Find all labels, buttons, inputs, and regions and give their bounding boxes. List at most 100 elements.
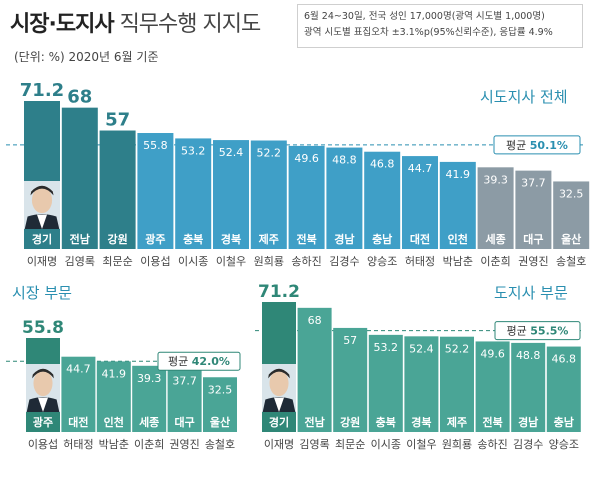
chart3-bar-1 xyxy=(297,307,332,432)
chart1-category-label-0: 경기 xyxy=(32,232,52,246)
chart3-value-label-4: 52.4 xyxy=(409,342,434,355)
chart2-value-label-4: 37.7 xyxy=(172,374,197,387)
chart3-category-label-0: 경기 xyxy=(269,415,289,429)
chart1-category-label-13: 대구 xyxy=(523,232,543,246)
chart1-name-label-14: 송철호 xyxy=(556,255,586,268)
chart3-name-label-8: 양승조 xyxy=(549,438,579,451)
chart2-avatar-face xyxy=(33,370,53,397)
chart2-average-text: 평균 42.0% xyxy=(168,355,230,368)
chart1-category-label-2: 강원 xyxy=(107,232,127,246)
chart1-category-label-1: 전남 xyxy=(70,232,90,246)
chart1-value-label-12: 39.3 xyxy=(483,173,508,186)
chart1-bar-14 xyxy=(553,181,590,249)
chart2-bar-2 xyxy=(96,361,131,432)
chart1-average-badge xyxy=(493,135,581,155)
chart3-average-text: 평균 55.5% xyxy=(507,325,569,338)
chart3-value-label-7: 48.8 xyxy=(516,349,541,362)
chart1-name-label-4: 이시종 xyxy=(178,255,208,268)
chart-2-title: 시장 부문 xyxy=(12,284,72,302)
chart1-bar-4 xyxy=(175,138,212,249)
chart1-bar-5 xyxy=(213,140,249,249)
chart1-value-label-13: 37.7 xyxy=(521,177,546,190)
chart1-value-label-0: 71.2 xyxy=(20,80,64,101)
chart2-category-label-4: 대구 xyxy=(174,415,194,429)
chart2-average-badge xyxy=(157,351,241,371)
chart2-category-label-0: 광주 xyxy=(33,416,53,429)
chart2-name-label-2: 박남춘 xyxy=(99,438,129,451)
chart2-value-label-3: 39.3 xyxy=(137,372,162,385)
chart2-category-label-2: 인천 xyxy=(104,415,124,429)
chart2-name-label-5: 송철호 xyxy=(205,438,235,451)
chart1-average-text: 평균 50.1% xyxy=(506,139,568,152)
chart1-category-label-5: 경북 xyxy=(221,232,241,246)
chart1-category-label-7: 전북 xyxy=(296,232,316,246)
chart3-avatar-shirt xyxy=(274,397,284,412)
chart1-bar-13 xyxy=(515,170,552,249)
chart3-category-label-3: 충북 xyxy=(376,415,396,429)
chart3-name-label-1: 김영록 xyxy=(299,438,329,451)
chart1-value-label-7: 49.6 xyxy=(294,152,319,165)
chart2-avatar-hair xyxy=(32,368,54,379)
chart2-category-label-1: 대전 xyxy=(68,415,88,429)
survey-line-1: 6월 24~30일, 전국 성인 17,000명(광역 시도별 1,000명) xyxy=(304,11,545,22)
chart2-value-label-5: 32.5 xyxy=(208,383,233,396)
chart1-category-label-3: 광주 xyxy=(145,233,165,246)
chart2-value-label-2: 41.9 xyxy=(102,367,127,380)
chart3-value-label-0: 71.2 xyxy=(258,282,300,302)
chart1-name-label-12: 이춘희 xyxy=(480,255,510,268)
title-sub: 직무수행 지지도 xyxy=(119,12,262,37)
chart3-value-label-6: 49.6 xyxy=(480,347,505,360)
chart3-value-label-1: 68 xyxy=(308,314,322,327)
chart1-name-label-7: 송하진 xyxy=(291,254,321,268)
chart1-bar-10 xyxy=(402,156,438,249)
chart1-name-label-3: 이용섭 xyxy=(140,255,170,268)
chart1-avatar-hair xyxy=(30,185,54,196)
chart1-bar-6 xyxy=(250,140,287,249)
chart3-average-badge xyxy=(494,321,581,341)
chart1-value-label-3: 55.8 xyxy=(143,139,168,152)
chart1-category-label-9: 충남 xyxy=(372,232,392,246)
chart2-name-label-0: 이용섭 xyxy=(28,438,58,451)
unit-label: (단위: %) 2020년 6월 기준 xyxy=(14,50,159,64)
chart1-name-label-10: 허태정 xyxy=(405,255,435,268)
chart-3-title: 도지사 부문 xyxy=(494,284,568,302)
chart2-bar-1 xyxy=(61,356,96,432)
chart3-value-label-3: 53.2 xyxy=(374,341,399,354)
chart2-value-label-0: 55.8 xyxy=(22,318,64,338)
chart3-bar-8 xyxy=(546,346,581,432)
chart1-bar-2 xyxy=(99,130,136,249)
chart3-value-label-5: 52.2 xyxy=(445,343,470,356)
chart1-name-label-11: 박남춘 xyxy=(443,255,473,268)
chart1-category-label-14: 울산 xyxy=(561,232,581,246)
chart2-name-label-1: 허태정 xyxy=(63,438,93,451)
chart1-avatar-face xyxy=(31,187,53,214)
chart2-bar-5 xyxy=(203,377,237,432)
chart3-name-label-6: 송하진 xyxy=(477,437,507,451)
chart1-value-label-4: 53.2 xyxy=(181,144,206,157)
chart1-value-label-14: 32.5 xyxy=(559,187,584,200)
chart1-bar-11 xyxy=(439,161,476,249)
chart3-category-label-2: 강원 xyxy=(340,415,360,429)
chart2-category-label-3: 세종 xyxy=(139,415,159,429)
chart1-category-label-12: 세종 xyxy=(485,232,505,246)
page-title: 시장·도지사 직무수행 지지도 xyxy=(10,6,262,38)
chart1-category-label-6: 제주 xyxy=(259,232,279,246)
chart3-category-label-4: 경북 xyxy=(411,415,431,429)
survey-line-2: 광역 시도별 표집오차 ±3.1%p(95%신뢰수준), 응답률 4.9% xyxy=(304,27,553,38)
chart1-value-label-5: 52.4 xyxy=(219,146,244,159)
chart1-value-label-10: 44.7 xyxy=(408,162,433,175)
chart3-name-label-7: 김경수 xyxy=(513,438,543,451)
chart3-category-label-7: 경남 xyxy=(518,415,538,429)
chart3-name-label-5: 원희룡 xyxy=(442,438,472,451)
chart1-avatar-shirt xyxy=(37,214,47,229)
chart1-name-label-9: 양승조 xyxy=(367,255,397,268)
chart1-bar-1 xyxy=(61,107,98,249)
chart1-bar-9 xyxy=(364,151,401,249)
chart1-name-label-0: 이재명 xyxy=(27,255,57,268)
chart3-category-label-6: 전북 xyxy=(482,415,502,429)
chart1-name-label-8: 김경수 xyxy=(329,255,359,268)
chart1-value-label-1: 68 xyxy=(67,87,92,108)
chart3-name-label-4: 이철우 xyxy=(406,438,436,451)
chart1-name-label-5: 이철우 xyxy=(216,255,246,268)
